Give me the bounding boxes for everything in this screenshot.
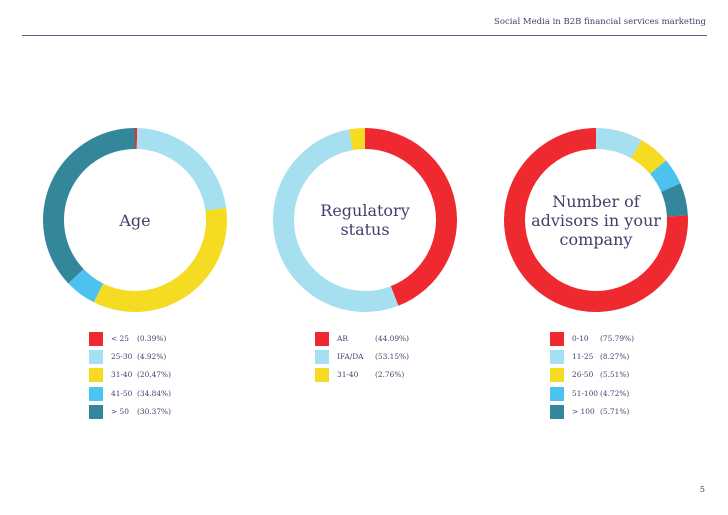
legend-swatch [89,368,103,383]
legend-value: (0.39%) [137,334,167,343]
legend-item: 25-30 (4.92%) [89,348,289,366]
legend-swatch [315,332,329,346]
legend-label: 41-50 [111,388,133,398]
donut-slice [68,268,104,303]
legend-value: (34.84%) [137,388,171,398]
legend-item: 26-50 (5.51%) [550,366,728,384]
header-divider [22,35,707,36]
legend-swatch [550,386,564,401]
age-donut-chart: Age [35,120,235,320]
legend-item: 0-10 (75.79%) [550,330,728,348]
legend-value: (4.92%) [137,352,167,362]
donut-slice [596,128,642,159]
legend-swatch [89,404,103,419]
header-title: Social Media in B2B financial services m… [494,17,706,27]
legend-swatch [550,404,564,419]
advisors-legend: 0-10 (75.79%) 11-25 (8.27%) 26-50 (5.51%) 51-1… [550,330,728,421]
donut-slice [93,207,228,312]
advisors-donut-chart: Number of advisors in your company [496,120,696,320]
legend-item: 31-40 (2.76%) [315,366,515,384]
donut-slice [273,129,399,312]
chart-title-line: advisors in your [531,210,661,230]
donut-slice [631,140,667,174]
legend-swatch [315,350,329,365]
donut-slice [349,128,365,151]
age-chart-title: Age [57,120,213,320]
legend-swatch [550,368,564,383]
legend-label: > 50 [111,406,129,416]
legend-value: (8.27%) [600,352,630,362]
legend-item: < 25 (0.39%) [89,330,289,348]
legend-label: 31-40 [111,370,133,380]
advisors-chart-title: Number of advisors in your company [518,120,674,320]
legend-value: (30.37%) [137,406,171,416]
legend-label: 25-30 [111,352,133,362]
legend-item: 51-100 (4.72%) [550,385,728,403]
legend-item: 11-25 (8.27%) [550,348,728,366]
legend-value: (2.76%) [375,370,405,380]
legend-value: (75.79%) [600,334,634,343]
legend-value: (53.15%) [375,352,409,362]
legend-value: (5.51%) [600,370,630,380]
legend-item: 31-40 (20.47%) [89,366,289,384]
legend-label: IFA/DA [337,352,364,362]
legend-label: 11-25 [572,352,594,362]
legend-label: 0-10 [572,334,589,343]
legend-swatch [89,386,103,401]
chart-title-line: Regulatory [320,201,410,220]
legend-label: 51-100 [572,388,599,398]
regulatory-chart-title: Regulatory status [287,120,443,320]
donut-slice [661,183,688,217]
legend-label: < 25 [111,334,129,343]
legend-item: AR (44.09%) [315,330,515,348]
legend-value: (4.72%) [600,388,630,398]
age-donut-svg [43,128,228,312]
regulatory-donut-chart: Regulatory status [265,120,465,320]
chart-title-line: Number of [552,191,640,211]
legend-item: 41-50 (34.84%) [89,385,289,403]
donut-slice [135,128,138,150]
legend-item: > 50 (30.37%) [89,403,289,421]
legend-value: (5.71%) [600,406,630,416]
legend-value: (20.47%) [137,370,171,380]
chart-title-line: company [559,229,633,249]
legend-swatch [315,368,329,383]
legend-swatch [89,350,103,365]
donut-slice [365,128,457,306]
legend-label: > 100 [572,406,595,416]
legend-swatch [89,332,103,346]
regulatory-legend: AR (44.09%) IFA/DA (53.15%) 31-40 (2.76%) [315,330,515,385]
donut-slice [650,160,681,192]
age-legend: < 25 (0.39%) 25-30 (4.92%) 31-40 (20.47%) 41-5… [89,330,289,421]
legend-item: IFA/DA (53.15%) [315,348,515,366]
legend-label: 26-50 [572,370,594,380]
chart-title-line: status [340,220,390,239]
donut-slice [136,128,227,211]
legend-value: (44.09%) [375,334,409,343]
legend-swatch [550,350,564,365]
legend-swatch [550,332,564,346]
advisors-donut-svg [504,128,688,312]
page-number: 5 [699,485,705,494]
donut-slice [43,128,135,284]
legend-item: > 100 (5.71%) [550,403,728,421]
legend-label: 31-40 [337,370,359,380]
legend-label: AR [337,334,348,343]
regulatory-donut-svg [273,128,457,312]
chart-title-line: Age [119,210,151,230]
